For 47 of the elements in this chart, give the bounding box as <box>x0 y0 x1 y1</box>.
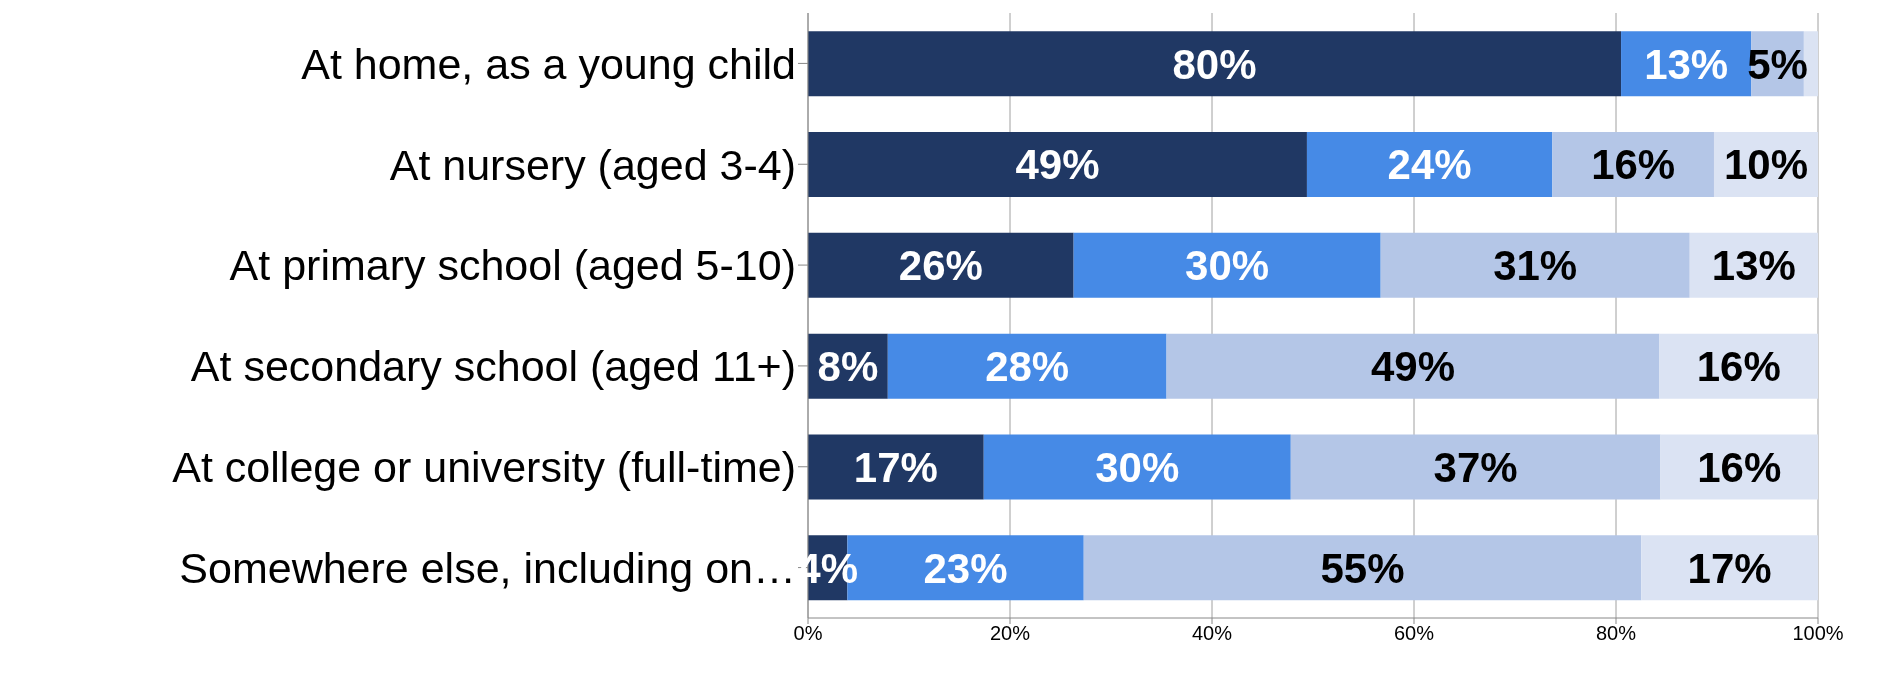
data-label: 23% <box>923 544 1008 592</box>
data-label: 24% <box>1387 141 1472 189</box>
y-tick-label: At secondary school (aged 11+) <box>190 342 796 391</box>
y-tick-label: Somewhere else, including on… <box>179 543 796 592</box>
data-label: 17% <box>853 443 938 491</box>
bar <box>808 131 1307 197</box>
y-tick-label: At primary school (aged 5-10) <box>229 241 796 290</box>
y-tick-label: At nursery (aged 3-4) <box>389 140 796 189</box>
data-label: 37% <box>1433 443 1518 491</box>
data-label: 16% <box>1696 343 1781 391</box>
x-tick-label: 20% <box>989 622 1031 645</box>
bar <box>1380 232 1690 298</box>
bar <box>887 333 1167 399</box>
data-label: 5% <box>1747 40 1808 88</box>
bar <box>1073 232 1381 298</box>
data-label: 8% <box>817 343 879 391</box>
data-label: 17% <box>1687 544 1772 592</box>
data-label: 30% <box>1095 443 1180 491</box>
data-label: 13% <box>1644 40 1729 88</box>
x-tick-label: 40% <box>1191 622 1233 645</box>
bar <box>1166 333 1660 399</box>
data-label: 16% <box>1591 141 1676 189</box>
data-label: 80% <box>1172 40 1257 88</box>
bar <box>1306 131 1553 197</box>
data-label: 31% <box>1493 242 1578 290</box>
data-label: 16% <box>1697 443 1782 491</box>
x-tick-label: 80% <box>1595 622 1637 645</box>
bar <box>808 434 984 500</box>
bar <box>1083 535 1642 601</box>
bar <box>983 434 1291 500</box>
data-label: 10% <box>1723 141 1809 189</box>
data-label: 26% <box>898 242 983 290</box>
data-label: 55% <box>1320 544 1405 592</box>
data-label: 28% <box>985 343 1070 391</box>
x-tick-label: 60% <box>1393 622 1435 645</box>
bar <box>808 31 1622 97</box>
bar <box>808 232 1074 298</box>
data-label: 30% <box>1185 242 1270 290</box>
data-label: 49% <box>1015 141 1100 189</box>
y-tick-label: At college or university (full-time) <box>172 443 796 492</box>
y-tick-label: At home, as a young child <box>301 39 796 88</box>
bar <box>1290 434 1661 500</box>
data-label: 13% <box>1711 242 1796 290</box>
data-label: 49% <box>1370 343 1456 391</box>
x-tick-label: 0% <box>793 622 823 645</box>
x-tick-label: 100% <box>1792 622 1844 645</box>
bar <box>1641 535 1818 601</box>
